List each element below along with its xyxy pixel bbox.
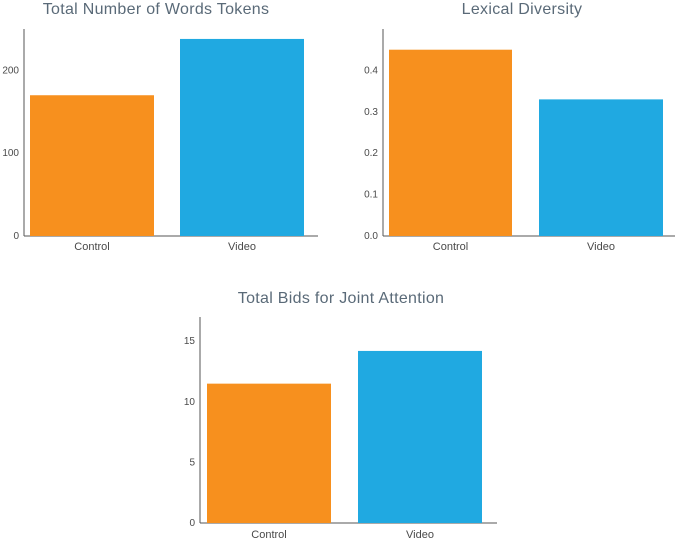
y-tick-label: 0.0	[364, 231, 378, 242]
y-tick-label: 10	[184, 397, 196, 408]
chart-title: Lexical Diversity	[462, 1, 583, 18]
bar-video	[180, 38, 304, 236]
bar-control	[207, 383, 331, 523]
y-tick-label: 0.1	[364, 190, 378, 201]
y-tick-label: 100	[2, 148, 19, 159]
y-tick-label: 0.2	[364, 148, 378, 159]
y-tick-label: 200	[2, 65, 19, 76]
bar-video	[358, 350, 482, 523]
chart-word-tokens: Total Number of Words Tokens Control Vide…	[2, 1, 318, 253]
x-tick-label: Control	[433, 241, 468, 253]
x-tick-label: Control	[74, 241, 109, 253]
chart-lexical-diversity: Lexical Diversity Control Video 0.0 0.1 0.2 0…	[364, 1, 675, 253]
bar-video	[539, 99, 663, 236]
x-tick-label: Control	[251, 529, 286, 540]
y-tick-label: 15	[184, 336, 196, 347]
y-tick-label: 0.4	[364, 65, 378, 76]
bar-control	[30, 95, 154, 237]
y-tick-label: 5	[189, 457, 195, 468]
y-tick-label: 0	[189, 518, 195, 529]
x-tick-label: Video	[228, 241, 256, 253]
y-tick-label: 0.3	[364, 107, 378, 118]
chart-joint-attention: Total Bids for Joint Attention Control Vi…	[184, 290, 497, 540]
chart-title: Total Number of Words Tokens	[43, 1, 270, 18]
y-tick-label: 0	[13, 231, 19, 242]
x-tick-label: Video	[587, 241, 615, 253]
bar-control	[389, 49, 512, 237]
chart-title: Total Bids for Joint Attention	[238, 290, 444, 307]
x-tick-label: Video	[406, 529, 434, 540]
